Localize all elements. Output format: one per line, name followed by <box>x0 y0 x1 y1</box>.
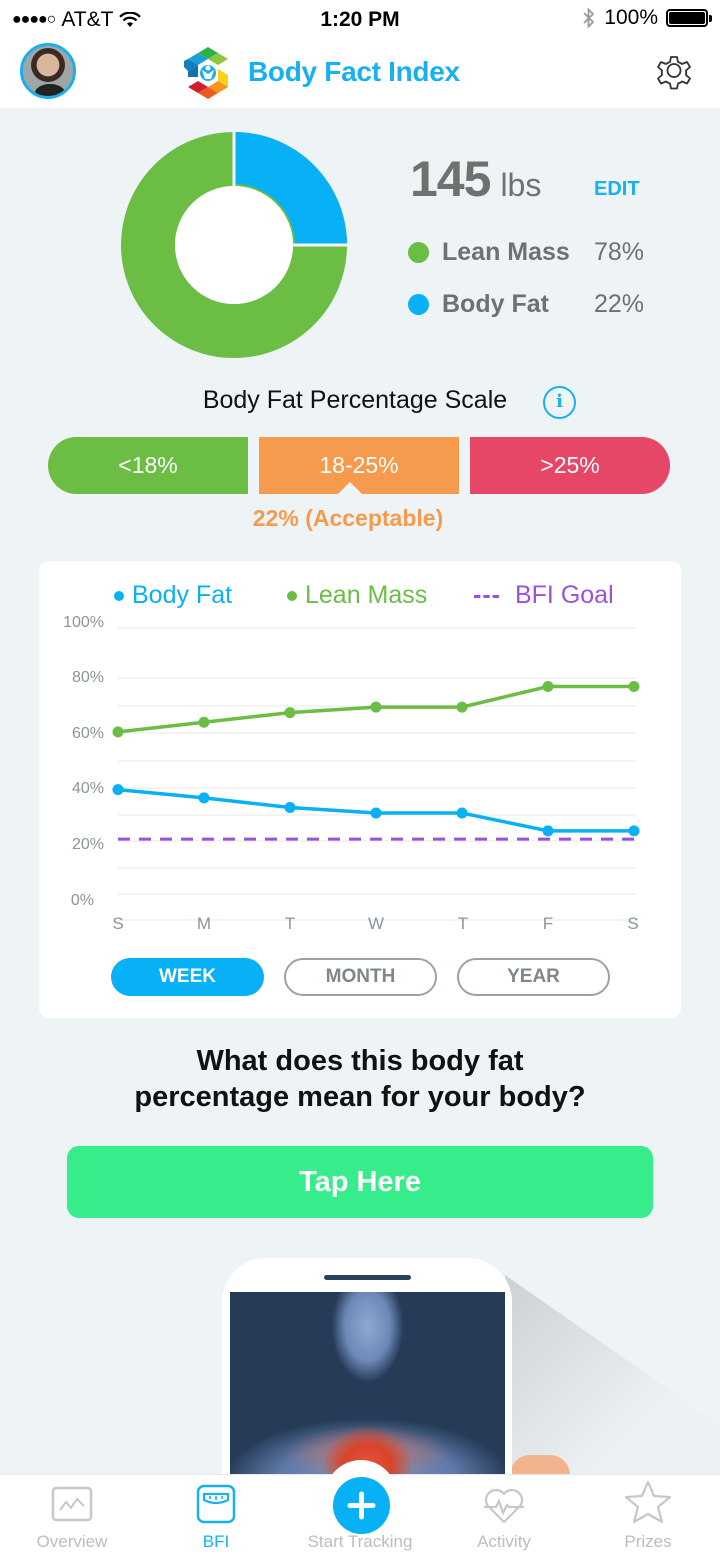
data-point <box>198 792 210 804</box>
bluetooth-icon <box>583 7 595 29</box>
y-tick: 20% <box>71 836 104 853</box>
weight-unit: lbs <box>500 167 542 203</box>
body-fat-status: 22% (Acceptable) <box>252 505 444 531</box>
x-tick: T <box>284 914 296 933</box>
logo-icon <box>184 47 228 99</box>
illustration-shadow <box>505 1275 720 1475</box>
scale-segment-low: <18% <box>48 437 248 494</box>
start-tracking-button[interactable] <box>333 1477 390 1534</box>
data-point <box>198 716 210 728</box>
range-week-button[interactable]: WEEK <box>111 958 264 996</box>
scale-title-text: Body Fat Percentage Scale <box>202 386 508 414</box>
gear-icon[interactable] <box>652 49 696 93</box>
weight-value: 145 <box>410 151 491 207</box>
clock: 1:20 PM <box>320 8 400 31</box>
data-point <box>284 707 296 719</box>
tab-label: BFI <box>202 1532 230 1551</box>
legend-label: Lean Mass <box>442 238 570 266</box>
data-point <box>456 701 468 713</box>
lean-mass-legend: Lean Mass 78% <box>408 238 644 267</box>
app-header: Body Fact Index <box>0 40 720 108</box>
legend-label: Lean Mass <box>305 581 428 609</box>
x-tick: F <box>542 914 554 933</box>
x-tick: S <box>112 914 124 933</box>
chart-icon <box>51 1486 93 1522</box>
body-fat-dot-icon <box>408 294 429 315</box>
weight-display: 145 lbs <box>410 150 541 208</box>
tab-activity[interactable]: Activity <box>432 1474 576 1558</box>
data-point <box>370 701 382 713</box>
scale-title: Body Fat Percentage Scale <box>0 386 720 415</box>
star-icon <box>624 1480 672 1524</box>
legend-label: Body Fat <box>442 290 549 318</box>
tab-prizes[interactable]: Prizes <box>576 1474 720 1558</box>
carrier-name: AT&T <box>61 8 114 31</box>
dashed-line-icon: --- <box>473 581 501 609</box>
y-tick: 100% <box>63 614 104 631</box>
body-fat-dot-icon <box>114 590 124 601</box>
y-tick: 40% <box>71 780 104 797</box>
y-tick: 80% <box>71 669 104 686</box>
y-tick: 60% <box>71 725 104 742</box>
data-point <box>628 825 640 837</box>
scale-segment-high: >25% <box>470 437 670 494</box>
data-point <box>370 807 382 819</box>
legend-value: 78% <box>594 238 645 266</box>
phone-speaker <box>324 1275 411 1280</box>
data-point <box>112 726 124 738</box>
tab-label: Activity <box>477 1532 531 1551</box>
body-fat-legend: Body Fat 22% <box>408 290 644 319</box>
tab-label: Overview <box>36 1532 108 1551</box>
legend-lean-mass: Lean Mass <box>287 581 427 610</box>
x-tick: S <box>627 914 639 933</box>
trend-line-chart <box>112 627 640 921</box>
tab-overview[interactable]: Overview <box>0 1474 144 1558</box>
app-title: Body Fact Index <box>248 56 460 87</box>
info-icon[interactable]: i <box>543 386 576 419</box>
edit-weight-button[interactable]: EDIT <box>594 178 640 200</box>
wifi-icon <box>119 12 142 27</box>
cta-question: What does this body fat percentage mean … <box>134 1045 586 1113</box>
trend-chart-card <box>39 561 681 1018</box>
battery-percent: 100% <box>604 6 658 29</box>
scale-pointer-icon <box>337 482 363 495</box>
legend-label: BFI Goal <box>514 581 614 609</box>
data-point <box>628 681 640 692</box>
legend-label: Body Fat <box>132 581 233 609</box>
scale-icon <box>196 1484 236 1524</box>
data-point <box>112 784 124 796</box>
status-bar: ●●●●○ AT&T 1:20 PM 100% <box>0 0 720 40</box>
heartbeat-icon <box>484 1488 524 1524</box>
range-month-button[interactable]: MONTH <box>284 958 437 996</box>
tap-here-button[interactable]: Tap Here <box>67 1146 653 1218</box>
lean-mass-dot-icon <box>287 590 297 601</box>
x-tick: M <box>196 914 212 933</box>
x-tick: T <box>457 914 469 933</box>
tab-bfi[interactable]: BFI <box>144 1474 288 1558</box>
avatar[interactable] <box>20 43 76 99</box>
data-point <box>284 802 296 813</box>
legend-bfi-goal: --- BFI Goal <box>473 581 614 610</box>
data-point <box>542 825 554 837</box>
x-tick: W <box>367 914 385 933</box>
range-year-button[interactable]: YEAR <box>457 958 610 996</box>
data-point <box>456 807 468 819</box>
legend-body-fat: Body Fat <box>114 581 232 610</box>
data-point <box>542 681 554 692</box>
plus-icon <box>347 1491 376 1520</box>
battery-icon <box>666 9 712 27</box>
lean-mass-dot-icon <box>408 242 429 263</box>
tab-start-tracking[interactable]: Start Tracking <box>288 1474 432 1558</box>
y-tick: 0% <box>70 892 94 909</box>
status-right: 100% <box>582 6 712 30</box>
tab-label: Prizes <box>624 1532 672 1551</box>
tab-label: Start Tracking <box>307 1532 413 1551</box>
anatomy-image <box>230 1292 505 1482</box>
legend-value: 22% <box>594 290 645 318</box>
body-composition-donut <box>121 130 349 358</box>
carrier-info: ●●●●○ AT&T <box>12 8 142 32</box>
signal-strength-icon: ●●●●○ <box>12 11 56 28</box>
